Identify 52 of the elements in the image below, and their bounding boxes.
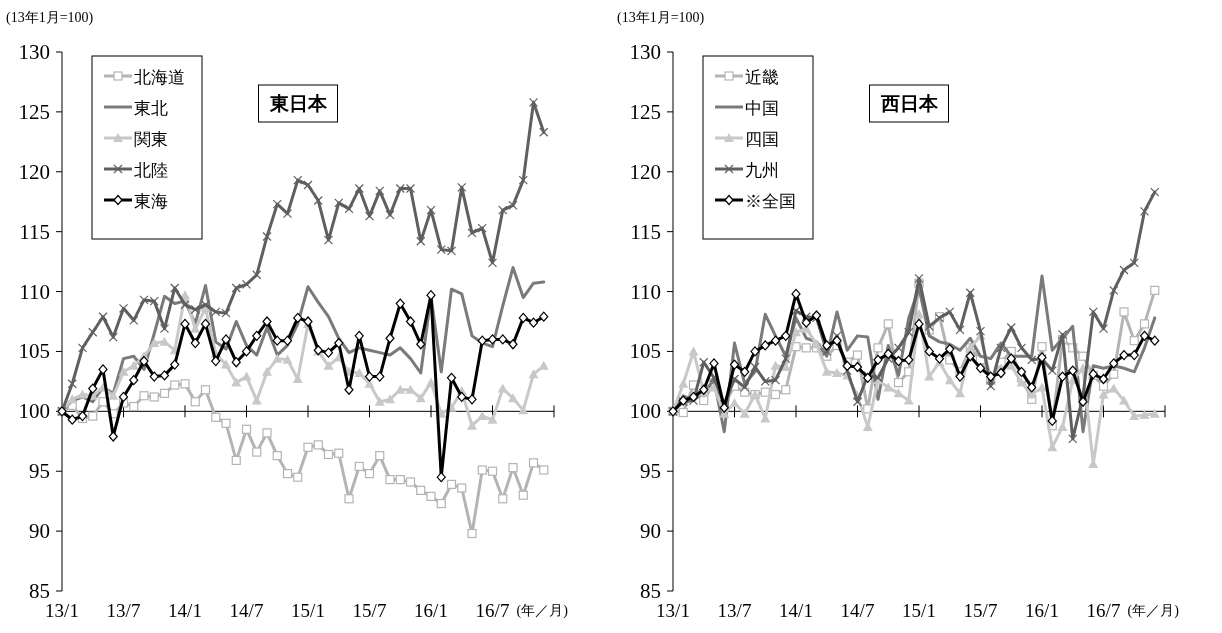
x-tick-label: 14/7 <box>229 600 264 621</box>
x-tick-label: 15/1 <box>291 600 325 621</box>
y-axis-title: (13年1月=100) <box>6 10 94 26</box>
x-tick-label: 16/7 <box>1086 600 1121 621</box>
y-tick-label: 95 <box>640 459 661 484</box>
x-axis-title: (年／月) <box>1127 603 1180 619</box>
x-tick-label: 16/1 <box>414 600 448 621</box>
title: 西日本 <box>869 84 949 123</box>
x-tick-label: 13/7 <box>106 600 141 621</box>
y-tick-label: 115 <box>630 219 661 244</box>
x-axis-title: (年／月) <box>516 603 569 619</box>
y-tick-label: 100 <box>629 399 661 424</box>
y-tick-label: 90 <box>640 519 661 544</box>
legend-label: 北海道 <box>134 68 185 87</box>
y-tick-label: 125 <box>18 99 50 124</box>
y-tick-label: 90 <box>29 519 50 544</box>
x-tick-label: 14/1 <box>779 600 813 621</box>
y-tick-label: 95 <box>29 459 50 484</box>
x-tick-label: 13/1 <box>656 600 690 621</box>
x-tick-label: 15/7 <box>352 600 387 621</box>
x-tick-label: 16/7 <box>475 600 510 621</box>
legend-label: 九州 <box>745 161 779 180</box>
y-tick-label: 85 <box>640 579 661 603</box>
x-tick-label: 14/7 <box>840 600 875 621</box>
y-tick-label: 85 <box>29 579 50 603</box>
legend-label: 近畿 <box>745 68 779 87</box>
y-tick-label: 100 <box>18 399 50 424</box>
legend-label: 東海 <box>134 192 168 211</box>
legend-label: ※全国 <box>745 192 796 211</box>
legend-label: 中国 <box>745 99 779 118</box>
title: 東日本 <box>258 84 338 123</box>
legend-label: 東北 <box>134 99 168 118</box>
y-tick-label: 120 <box>629 159 661 184</box>
x-tick-label: 13/7 <box>717 600 752 621</box>
x-tick-label: 16/1 <box>1025 600 1059 621</box>
legend-label: 四国 <box>745 130 779 149</box>
x-tick-label: 15/1 <box>902 600 936 621</box>
x-tick-label: 14/1 <box>168 600 202 621</box>
y-tick-label: 110 <box>630 279 661 304</box>
y-tick-label: 105 <box>629 339 661 364</box>
x-tick-label: 13/1 <box>45 600 79 621</box>
legend-label: 関東 <box>134 130 168 149</box>
y-tick-label: 130 <box>18 40 50 64</box>
y-tick-label: 110 <box>19 279 50 304</box>
x-tick-label: 15/7 <box>963 600 998 621</box>
y-tick-label: 130 <box>629 40 661 64</box>
y-tick-label: 120 <box>18 159 50 184</box>
y-tick-label: 125 <box>629 99 661 124</box>
y-axis-title: (13年1月=100) <box>617 10 705 26</box>
legend-label: 北陸 <box>134 161 168 180</box>
y-tick-label: 115 <box>19 219 50 244</box>
y-tick-label: 105 <box>18 339 50 364</box>
